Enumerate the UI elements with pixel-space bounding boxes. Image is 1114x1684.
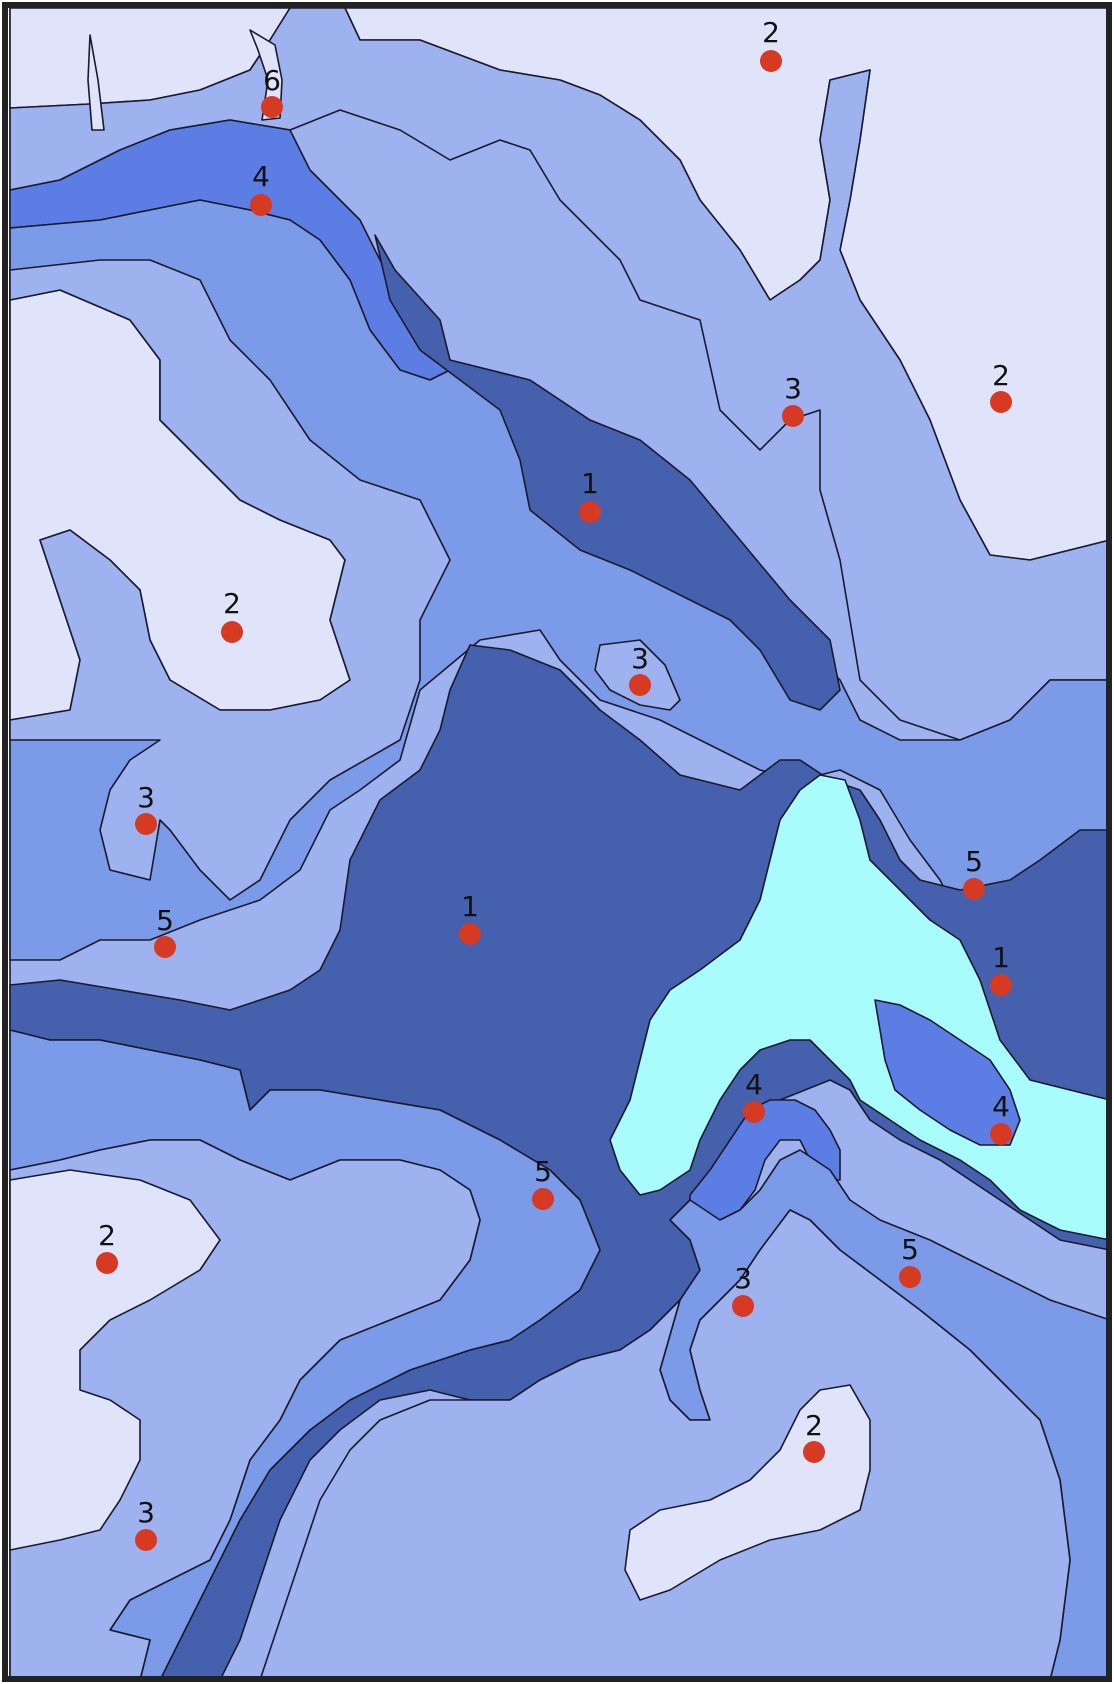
marker-label: 2 (805, 1409, 823, 1442)
marker[interactable]: 5 (154, 904, 176, 958)
zone-1-north-streak (374, 234, 841, 711)
marker-label: 4 (745, 1068, 763, 1101)
marker[interactable]: 2 (221, 587, 243, 643)
marker[interactable]: 6 (261, 64, 283, 118)
marker-label: 2 (992, 359, 1010, 392)
marker-label: 3 (137, 1496, 155, 1529)
marker[interactable]: 5 (963, 845, 985, 900)
marker[interactable]: 3 (629, 642, 651, 696)
zone-2-lower-right (624, 1384, 871, 1601)
zone-2-lower-left (9, 1169, 221, 1551)
marker[interactable]: 1 (990, 941, 1012, 996)
marker[interactable]: 3 (732, 1262, 754, 1317)
marker-label: 3 (734, 1262, 752, 1295)
marker-label: 3 (137, 781, 155, 814)
marker-label: 3 (631, 642, 649, 675)
marker[interactable]: 4 (990, 1090, 1012, 1145)
marker[interactable]: 5 (532, 1155, 554, 1210)
marker[interactable]: 2 (990, 359, 1012, 413)
marker-label: 3 (784, 372, 802, 405)
marker-label: 1 (992, 941, 1010, 974)
marker[interactable]: 2 (803, 1409, 825, 1463)
marker[interactable]: 5 (899, 1233, 921, 1288)
zone-3-upper-band (9, 7, 1111, 741)
marker-label: 2 (223, 587, 241, 620)
marker[interactable]: 1 (579, 467, 601, 523)
marker-label: 2 (98, 1219, 116, 1252)
marker-label: 1 (581, 467, 599, 500)
inlet-shape (87, 34, 105, 131)
marker-label: 5 (901, 1233, 919, 1266)
marker[interactable]: 4 (250, 160, 272, 216)
zone-3-lower-right-band (259, 1209, 1071, 1681)
marker-label: 5 (156, 904, 174, 937)
marker-label: 4 (252, 160, 270, 193)
markers-layer: 2 6 4 3 2 1 2 3 3 5 1 5 1 4 4 5 2 3 5 2 … (96, 16, 1012, 1551)
marker[interactable]: 3 (135, 781, 157, 835)
marker-label: 5 (534, 1155, 552, 1188)
marker-label: 4 (992, 1090, 1010, 1123)
zone-3-left-band (9, 259, 451, 901)
marker-label: 6 (263, 64, 281, 97)
marker[interactable]: 4 (743, 1068, 765, 1123)
marker[interactable]: 3 (782, 372, 804, 427)
marker[interactable]: 3 (135, 1496, 157, 1551)
marker-label: 2 (762, 16, 780, 49)
marker-label: 1 (461, 890, 479, 923)
marker-label: 5 (965, 845, 983, 878)
zone-4-right-blob (874, 999, 1021, 1146)
marker[interactable]: 1 (459, 890, 481, 945)
marker[interactable]: 2 (96, 1219, 118, 1274)
marker[interactable]: 2 (760, 16, 782, 72)
